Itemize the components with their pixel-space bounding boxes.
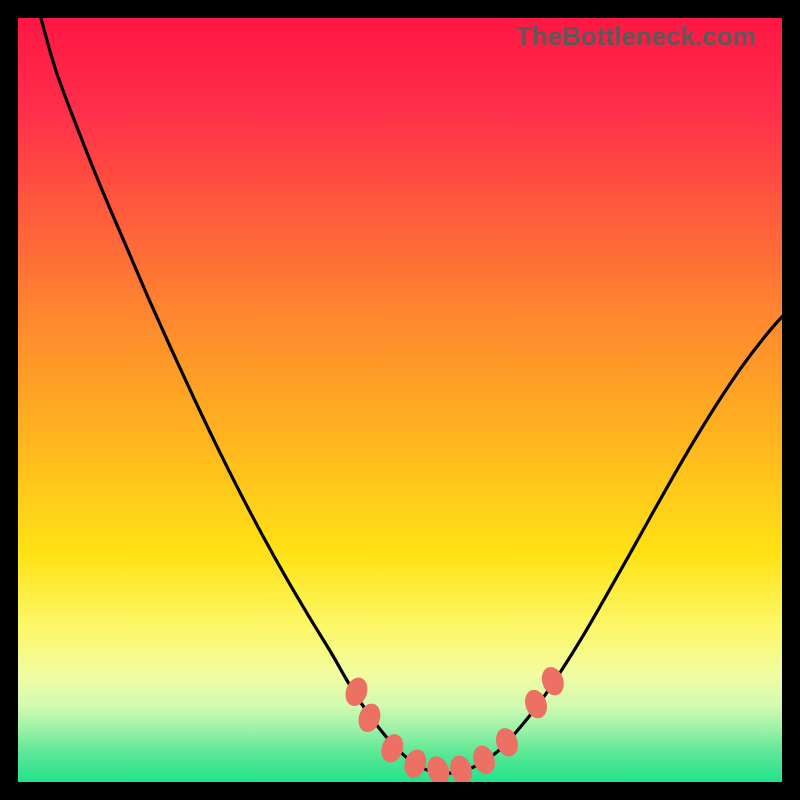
curve-right: [438, 317, 782, 774]
plot-area: TheBottleneck.com: [18, 18, 782, 782]
curve-layer: [18, 18, 782, 782]
marker-point: [424, 754, 452, 782]
marker-point: [401, 747, 429, 780]
marker-point: [470, 743, 498, 776]
curve-left: [41, 18, 438, 774]
marker-point: [379, 732, 407, 765]
outer-frame: TheBottleneck.com: [0, 0, 800, 800]
marker-point: [447, 753, 475, 782]
watermark-text: TheBottleneck.com: [516, 21, 756, 52]
markers-group: [343, 665, 567, 782]
